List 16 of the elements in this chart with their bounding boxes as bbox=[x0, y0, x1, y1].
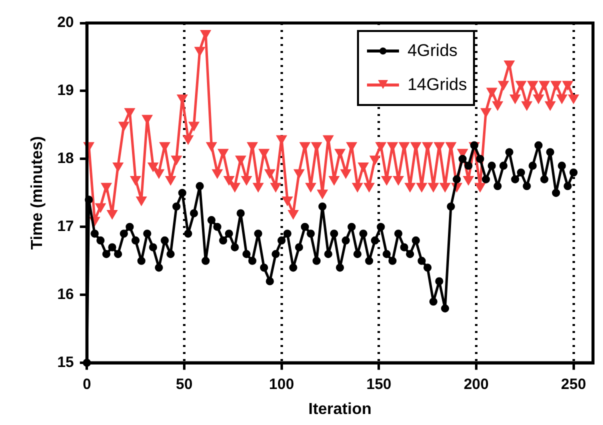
y-tick-label: 16 bbox=[57, 286, 74, 303]
y-axis-title: Time (minutes) bbox=[29, 136, 46, 250]
x-tick-label: 100 bbox=[269, 376, 294, 393]
y-tick-label: 15 bbox=[57, 354, 74, 371]
x-axis-title: Iteration bbox=[308, 400, 372, 418]
y-tick-label: 17 bbox=[57, 218, 74, 236]
y-tick-label: 18 bbox=[57, 150, 74, 168]
legend-label: 14Grids bbox=[407, 74, 467, 96]
x-tick-label: 50 bbox=[176, 376, 193, 393]
legend-label: 4Grids bbox=[407, 40, 458, 62]
y-tick-label: 20 bbox=[57, 14, 74, 32]
x-tick-label: 250 bbox=[561, 376, 586, 393]
x-tick-label: 0 bbox=[82, 376, 92, 393]
x-tick-label: 200 bbox=[464, 376, 489, 393]
x-tick-label: 150 bbox=[366, 376, 392, 393]
y-tick-label: 19 bbox=[57, 82, 74, 100]
